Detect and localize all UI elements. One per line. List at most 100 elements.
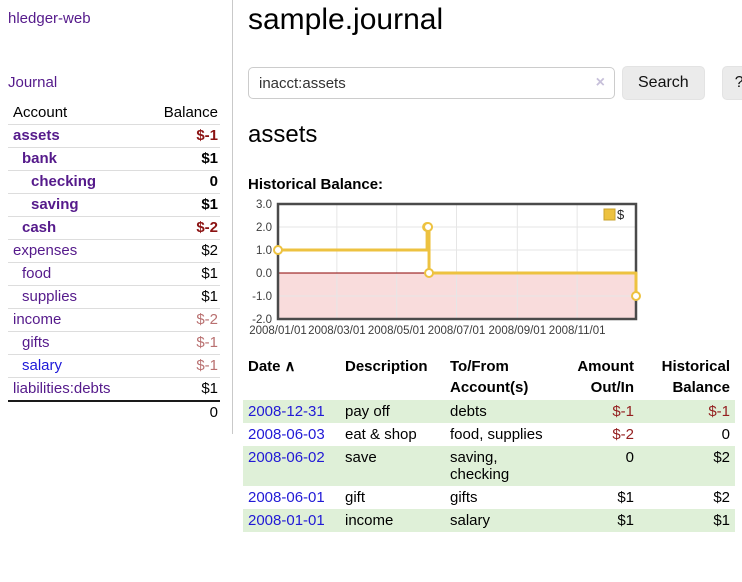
account-name-cell: assets: [8, 124, 142, 148]
register-amount-cell: $1: [617, 489, 634, 506]
accounts-total-spacer: [8, 400, 142, 424]
accounts-header-row: Account Balance: [8, 101, 220, 125]
transaction-date-link[interactable]: 2008-12-31: [248, 403, 325, 420]
register-column-header[interactable]: To/From Account(s): [450, 358, 529, 396]
register-amount-cell: $-2: [612, 426, 634, 443]
account-row: income $-2: [8, 308, 220, 332]
register-accounts-cell: salary: [450, 512, 491, 529]
account-balance: $-2: [141, 216, 220, 240]
register-column-header[interactable]: Description: [345, 358, 428, 375]
chart-title: Historical Balance:: [248, 176, 384, 193]
brand-link[interactable]: hledger-web: [8, 10, 91, 27]
account-name-cell: income: [8, 308, 142, 332]
account-link[interactable]: checking: [31, 173, 97, 190]
account-link[interactable]: saving: [31, 196, 79, 213]
svg-text:-2.0: -2.0: [252, 314, 272, 326]
clear-search-icon[interactable]: ×: [595, 74, 605, 91]
account-name-cell: checking: [8, 170, 142, 194]
register-accounts-cell: saving, checking: [450, 449, 510, 483]
account-link[interactable]: supplies: [22, 288, 78, 305]
register-date-cell: 2008-06-01: [243, 486, 340, 509]
register-column-header[interactable]: Date ∧: [248, 358, 296, 375]
accounts-total-value: 0: [141, 400, 220, 424]
sidebar-item-journal[interactable]: Journal: [8, 74, 58, 91]
account-balance: $1: [141, 262, 220, 286]
svg-text:1.0: 1.0: [256, 245, 272, 257]
account-balance: $-1: [141, 354, 220, 378]
svg-text:2008/11/01: 2008/11/01: [549, 325, 606, 337]
account-link[interactable]: bank: [22, 150, 58, 167]
register-description-cell: eat & shop: [345, 426, 417, 443]
account-link[interactable]: salary: [22, 357, 63, 374]
svg-text:2008/09/01: 2008/09/01: [489, 325, 547, 337]
register-accounts-cell: gifts: [450, 489, 478, 506]
account-balance: $-1: [141, 124, 220, 148]
account-row: cash $-2: [8, 216, 220, 240]
register-description-cell: pay off: [345, 403, 390, 420]
app-layout: hledger-web Journal Account Balance asse…: [8, 0, 742, 532]
register-column-header[interactable]: Amount Out/In: [577, 358, 634, 396]
account-balance: 0: [141, 170, 220, 194]
account-heading: assets: [248, 121, 318, 148]
transaction-date-link[interactable]: 2008-01-01: [248, 512, 325, 529]
account-link[interactable]: assets: [13, 127, 60, 144]
register-accounts-cell: food, supplies: [450, 426, 543, 443]
register-row: 2008-01-01 income salary $1 $1: [243, 509, 735, 532]
search-button[interactable]: Search: [622, 66, 705, 100]
register-amount-cell: $-1: [612, 403, 634, 420]
accounts-tbody: assets $-1 bank $1 checking 0 saving $1 cash $-2 e…: [8, 124, 220, 401]
page-title: sample.journal: [248, 3, 444, 36]
svg-text:2008/07/01: 2008/07/01: [428, 325, 486, 337]
accounts-header-balance: Balance: [163, 104, 218, 121]
register-description-cell: gift: [345, 489, 366, 506]
account-row: salary $-1: [8, 354, 220, 378]
register-date-cell: 2008-06-02: [243, 446, 340, 486]
account-name-cell: gifts: [8, 331, 142, 355]
account-link[interactable]: liabilities:debts: [13, 380, 111, 397]
transaction-date-link[interactable]: 2008-06-01: [248, 489, 325, 506]
account-balance: $1: [141, 193, 220, 217]
account-link[interactable]: cash: [22, 219, 57, 236]
register-row: 2008-06-03 eat & shop food, supplies $-2 0: [243, 423, 735, 446]
accounts-total-row: 0: [8, 400, 220, 424]
help-button[interactable]: ?: [721, 66, 742, 100]
accounts-header-account: Account: [13, 104, 68, 121]
search-box: ×: [248, 67, 615, 99]
register-date-cell: 2008-12-31: [243, 400, 340, 423]
register-row: 2008-06-01 gift gifts $1 $2: [243, 486, 735, 509]
svg-text:-1.0: -1.0: [252, 291, 272, 303]
account-name-cell: food: [8, 262, 142, 286]
accounts-table: Account Balance assets $-1 bank $1 checking 0…: [8, 101, 220, 424]
account-link[interactable]: expenses: [13, 242, 78, 259]
register-row: 2008-06-02 save saving, checking 0 $2: [243, 446, 735, 486]
account-balance: $1: [141, 377, 220, 401]
search-input[interactable]: [248, 67, 615, 99]
sort-asc-icon: ∧: [284, 358, 296, 375]
account-row: expenses $2: [8, 239, 220, 263]
account-row: assets $-1: [8, 124, 220, 148]
account-link[interactable]: food: [22, 265, 52, 282]
account-name-cell: liabilities:debts: [8, 377, 142, 401]
register-column-header[interactable]: Historical Balance: [661, 358, 730, 396]
svg-text:2.0: 2.0: [256, 222, 272, 234]
account-row: checking 0: [8, 170, 220, 194]
account-link[interactable]: gifts: [22, 334, 50, 351]
account-link[interactable]: income: [13, 311, 62, 328]
svg-text:2008/05/01: 2008/05/01: [368, 325, 426, 337]
transaction-date-link[interactable]: 2008-06-03: [248, 426, 325, 443]
search-form: × Search ?: [248, 66, 742, 100]
svg-text:0.0: 0.0: [256, 268, 272, 280]
transaction-date-link[interactable]: 2008-06-02: [248, 449, 325, 466]
register-balance-cell: $-1: [708, 403, 730, 420]
register-balance-cell: $1: [713, 512, 730, 529]
account-row: gifts $-1: [8, 331, 220, 355]
register-table: Date ∧ Description To/From Account(s) Amount…: [243, 354, 735, 532]
register-description-cell: save: [345, 449, 377, 466]
register-header-row: Date ∧ Description To/From Account(s) Amount…: [243, 354, 735, 400]
register-amount-cell: 0: [625, 449, 634, 466]
account-balance: $2: [141, 239, 220, 263]
account-row: food $1: [8, 262, 220, 286]
account-name-cell: saving: [8, 193, 142, 217]
svg-text:3.0: 3.0: [256, 199, 272, 211]
account-row: liabilities:debts $1: [8, 377, 220, 401]
